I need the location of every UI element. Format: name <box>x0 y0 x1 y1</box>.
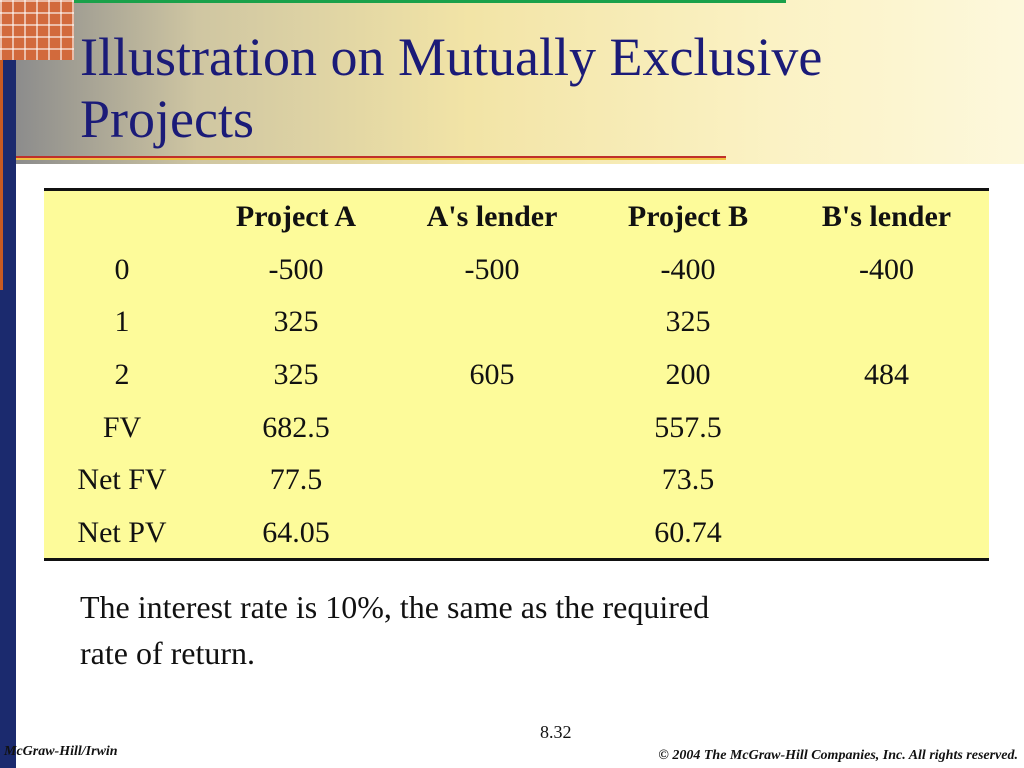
table-cell: 77.5 <box>269 463 323 497</box>
table-cell: 325 <box>273 358 319 392</box>
table-cell: 200 <box>665 358 711 392</box>
table-cell: 64.05 <box>262 515 330 549</box>
table-cell: 557.5 <box>654 410 722 444</box>
table-cell: 2 <box>114 358 130 392</box>
table-header-row: Project A A's lender Project B B's lende… <box>44 191 989 244</box>
table-cell: Net FV <box>77 463 167 497</box>
data-table: Project A A's lender Project B B's lende… <box>44 188 989 561</box>
column-header: Project B <box>627 200 749 234</box>
slide-title: Illustration on Mutually Exclusive Proje… <box>80 27 823 149</box>
table-cell: 325 <box>665 305 711 339</box>
column-header: A's lender <box>426 200 558 234</box>
table-row: Net PV 64.05 60.74 <box>44 507 989 560</box>
table-row: 0 -500 -500 -400 -400 <box>44 244 989 297</box>
table-cell: 73.5 <box>661 463 715 497</box>
slide-number: 8.32 <box>540 722 572 742</box>
column-header: Project A <box>235 200 357 234</box>
column-header <box>44 191 200 244</box>
table-cell: -500 <box>464 252 520 286</box>
title-underline <box>16 156 726 158</box>
table-cell <box>784 454 989 507</box>
table-cell: -400 <box>660 252 716 286</box>
table-row: 2 325 605 200 484 <box>44 349 989 402</box>
table-cell <box>784 296 989 349</box>
publisher-label: McGraw-Hill/Irwin <box>4 744 118 759</box>
header-band <box>16 0 1024 164</box>
table-cell <box>392 507 592 560</box>
grid-logo-icon <box>0 0 74 60</box>
table-cell: Net PV <box>77 515 167 549</box>
table-cell: 0 <box>114 252 130 286</box>
left-accent-bar <box>0 0 16 768</box>
table-cell <box>392 296 592 349</box>
table-cell: FV <box>102 410 142 444</box>
table-cell: 1 <box>114 305 130 339</box>
table-cell <box>392 454 592 507</box>
table-cell <box>392 401 592 454</box>
table-cell: -400 <box>859 252 914 286</box>
table-cell: 325 <box>273 305 319 339</box>
left-orange-stripe <box>0 0 3 290</box>
copyright-notice: © 2004 The McGraw-Hill Companies, Inc. A… <box>658 748 1018 763</box>
table-row: 1 325 325 <box>44 296 989 349</box>
table-cell: 605 <box>469 358 515 392</box>
table-row: FV 682.5 557.5 <box>44 401 989 454</box>
interest-rate-note: The interest rate is 10%, the same as th… <box>80 589 710 671</box>
table-cell: -500 <box>268 252 324 286</box>
top-green-line <box>74 0 786 3</box>
table-cell: 682.5 <box>262 410 330 444</box>
table-cell: 60.74 <box>654 515 722 549</box>
column-header: B's lender <box>821 200 952 234</box>
table-cell: 484 <box>864 358 909 392</box>
table-cell <box>784 401 989 454</box>
table-row: Net FV 77.5 73.5 <box>44 454 989 507</box>
table-cell <box>784 507 989 560</box>
